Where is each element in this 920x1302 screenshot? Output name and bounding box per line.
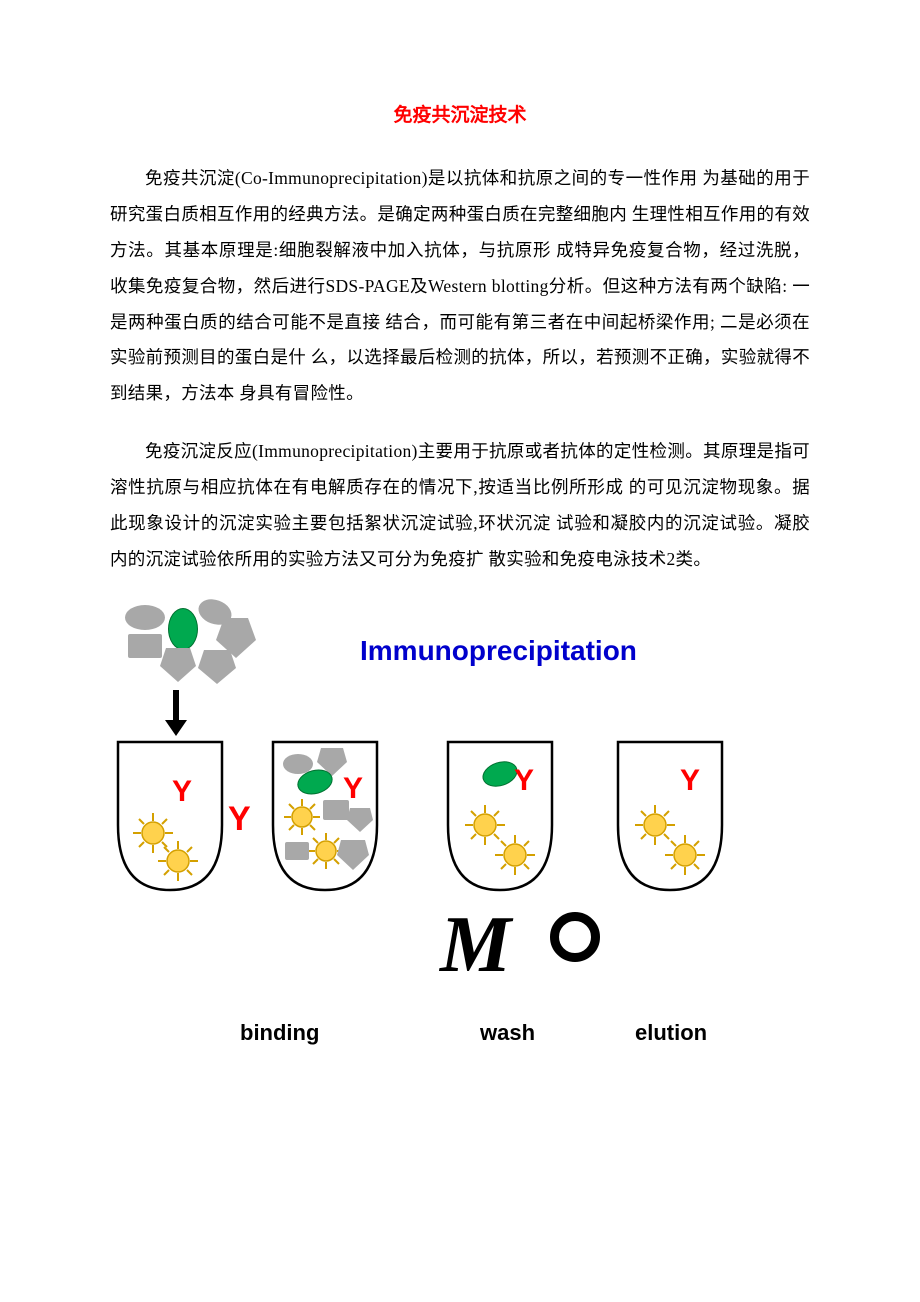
tube-3: Y (440, 740, 560, 895)
antigen-icon (168, 608, 198, 650)
bead-icon (492, 832, 538, 878)
paragraph-1: 免疫共沉淀(Co-Immunoprecipitation)是以抗体和抗原之间的专… (110, 161, 810, 412)
arrow-down-icon (165, 690, 187, 736)
antibody-icon: Y (172, 775, 192, 809)
immunoprecipitation-diagram: Immunoprecipitation Y Y (110, 600, 810, 1060)
page-title: 免疫共沉淀技术 (110, 100, 810, 127)
antibody-icon: Y (343, 772, 363, 806)
ring-icon (550, 912, 600, 962)
diagram-title: Immunoprecipitation (360, 635, 637, 667)
step-wash: wash (480, 1020, 535, 1046)
bead-icon (155, 838, 201, 884)
step-binding: binding (240, 1020, 319, 1046)
antibody-icon: Y (680, 764, 700, 798)
paragraph-2: 免疫沉淀反应(Immunoprecipitation)主要用于抗原或者抗体的定性… (110, 434, 810, 578)
antibody-icon: Y (228, 800, 251, 839)
tube-2: Y (265, 740, 385, 895)
antibody-icon: Y (514, 764, 534, 798)
step-elution: elution (635, 1020, 707, 1046)
tube-4: Y (610, 740, 730, 895)
letter-M: M (440, 900, 511, 991)
bead-icon (662, 832, 708, 878)
tube-1: Y Y (110, 740, 230, 895)
lysate-shapes (120, 600, 270, 690)
